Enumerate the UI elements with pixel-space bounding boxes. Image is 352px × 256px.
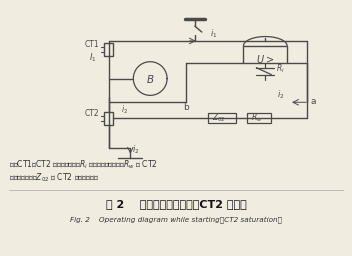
Text: $U>$: $U>$ bbox=[256, 53, 274, 65]
Text: a: a bbox=[311, 97, 316, 106]
Text: $i_2$: $i_2$ bbox=[121, 103, 128, 116]
Text: $i_1$: $i_1$ bbox=[210, 28, 217, 40]
Text: $i_2$: $i_2$ bbox=[132, 144, 140, 156]
Text: $I_1$: $I_1$ bbox=[89, 52, 96, 64]
Bar bbox=[103, 43, 113, 56]
Text: $i_2$: $i_2$ bbox=[277, 88, 285, 101]
Text: CT2: CT2 bbox=[85, 109, 99, 118]
Bar bbox=[103, 112, 113, 125]
Text: CT1: CT1 bbox=[85, 40, 99, 49]
Text: $R_i$: $R_i$ bbox=[276, 63, 285, 75]
Text: $R_w$: $R_w$ bbox=[251, 111, 263, 124]
Text: 连接电缆电阻；$Z_{02}$ 为 CT2 二次漏阻抗。: 连接电缆电阻；$Z_{02}$ 为 CT2 二次漏阻抗。 bbox=[9, 172, 99, 184]
Text: Fig. 2    Operating diagram while starting（CT2 saturation）: Fig. 2 Operating diagram while starting（… bbox=[70, 217, 282, 223]
Bar bbox=[208, 113, 235, 123]
Text: 注：CT1、CT2 为电流互感器；$R_i$ 为继电器内部阻抗；$R_w$ 为 CT2: 注：CT1、CT2 为电流互感器；$R_i$ 为继电器内部阻抗；$R_w$ 为 … bbox=[9, 158, 158, 171]
Text: B: B bbox=[147, 74, 154, 84]
Bar bbox=[244, 46, 287, 63]
Text: $Z_{02}$: $Z_{02}$ bbox=[212, 111, 225, 124]
Text: 图 2    启动时动作原理图（CT2 饱和）: 图 2 启动时动作原理图（CT2 饱和） bbox=[106, 199, 246, 209]
Text: b: b bbox=[183, 103, 189, 112]
Bar bbox=[247, 113, 271, 123]
